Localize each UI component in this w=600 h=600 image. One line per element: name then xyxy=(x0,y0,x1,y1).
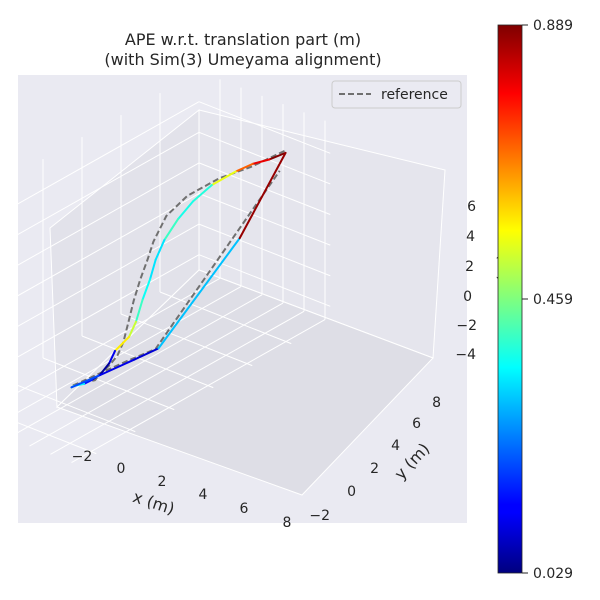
z-grid-line xyxy=(0,254,200,368)
colorbar-max-label: 0.889 xyxy=(533,18,573,34)
z-grid-line xyxy=(0,162,200,276)
chart-subtitle: (with Sim(3) Umeyama alignment) xyxy=(104,50,381,69)
ape-segment xyxy=(141,278,152,301)
x-tick-label: −2 xyxy=(72,449,93,465)
ape-segment xyxy=(192,184,213,203)
y-tick-labels: −2 0 2 4 6 8 xyxy=(309,395,441,524)
x-tick-label: 4 xyxy=(199,487,208,503)
ape-segment xyxy=(133,347,160,361)
x-grid-line xyxy=(50,310,305,455)
z-grid-line xyxy=(198,162,331,215)
ape-segment xyxy=(83,378,94,385)
x-tick-label: 2 xyxy=(158,474,167,490)
colorbar: 0.889 0.459 0.029 xyxy=(497,18,573,582)
ape-segment xyxy=(108,349,116,365)
y-grid-line xyxy=(120,313,253,367)
y-tick-label: 2 xyxy=(370,461,379,477)
y-tick-label: 0 xyxy=(347,484,356,500)
legend-box xyxy=(331,80,462,109)
y-tick-label: 8 xyxy=(432,395,441,411)
z-grid-line xyxy=(0,193,200,307)
z-tick-label: 0 xyxy=(463,289,472,305)
ape-segment xyxy=(128,320,137,338)
y-grid-line xyxy=(159,291,292,345)
colorbar-mid-label: 0.459 xyxy=(533,292,573,308)
legend: reference xyxy=(331,80,462,109)
ape-segment xyxy=(157,237,241,350)
y-grid-line xyxy=(0,415,97,455)
ape-segment xyxy=(149,258,157,281)
ape-segment xyxy=(238,151,287,240)
y-grid-line xyxy=(42,357,175,411)
x-tick-label: 0 xyxy=(117,461,126,477)
x-tick-labels: −2 0 2 4 6 8 xyxy=(72,449,292,531)
z-grid-line xyxy=(198,223,331,277)
x-grid-line xyxy=(8,294,263,439)
legend-reference-label: reference xyxy=(381,87,448,103)
y-tick-label: 6 xyxy=(412,416,421,432)
y-grid-line xyxy=(3,379,136,433)
z-tick-label: 2 xyxy=(465,259,474,275)
x-grid-line xyxy=(71,319,326,463)
ape-segment xyxy=(177,200,194,220)
z-grid-line xyxy=(0,131,200,246)
colorbar-gradient xyxy=(498,25,522,573)
y-grid-line xyxy=(81,335,214,389)
chart-title: APE w.r.t. translation part (m) xyxy=(125,30,361,49)
ape-segment xyxy=(154,239,166,261)
z-tick-labels: −4 −2 0 2 4 6 xyxy=(455,199,477,363)
ape-trajectory xyxy=(70,151,287,389)
z-tick-label: 4 xyxy=(466,229,475,245)
z-grid-line xyxy=(198,101,331,154)
x-tick-label: 6 xyxy=(240,501,249,517)
z-grid-line xyxy=(198,193,331,246)
ape-segment xyxy=(268,151,287,161)
colorbar-min-label: 0.029 xyxy=(533,566,573,582)
z-tick-label: −4 xyxy=(455,347,476,363)
x-tick-label: 8 xyxy=(283,515,292,531)
x-grid-line xyxy=(0,277,221,403)
ape-segment xyxy=(70,374,101,389)
ape-segment xyxy=(234,162,254,173)
z-grid-line xyxy=(198,131,331,185)
ape-segment xyxy=(99,362,111,376)
z-grid-line xyxy=(0,101,200,215)
ape-segment xyxy=(135,298,144,323)
ape-segment xyxy=(251,158,271,165)
z-tick-label: −2 xyxy=(456,318,477,334)
reference-trajectory xyxy=(71,150,285,387)
ape-segment xyxy=(210,170,237,187)
z-grid-line xyxy=(0,223,200,337)
ape-segment xyxy=(114,335,131,352)
y-tick-label: 4 xyxy=(391,438,400,454)
x-grid-line xyxy=(29,302,284,447)
z-tick-label: 6 xyxy=(467,199,476,215)
ape-segment xyxy=(163,217,180,242)
ape-segment xyxy=(99,358,136,377)
y-tick-label: −2 xyxy=(309,508,330,524)
